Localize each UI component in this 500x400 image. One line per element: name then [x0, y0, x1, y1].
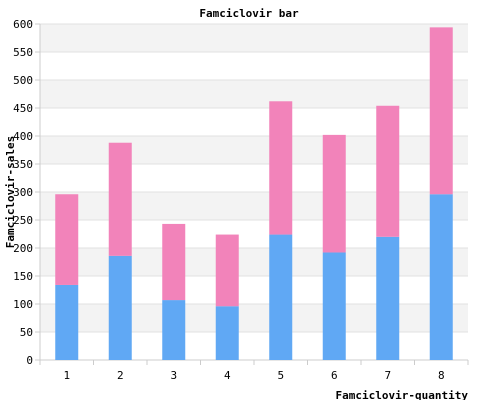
x-tick-label: 5 — [277, 369, 284, 382]
y-tick-label: 400 — [13, 130, 33, 143]
bar-segment-upper — [322, 134, 346, 253]
y-tick-label: 250 — [13, 214, 33, 227]
y-axis-ticks: 0 50 100 150 200 250 300 350 400 450 500 550 600 — [13, 18, 40, 367]
x-tick-label: 4 — [224, 369, 231, 382]
bar-segment-lower — [376, 236, 400, 360]
bar-segment-lower — [55, 284, 79, 360]
y-tick-label: 50 — [20, 326, 33, 339]
y-tick-label: 500 — [13, 74, 33, 87]
y-tick-label: 0 — [26, 354, 33, 367]
bar-segment-lower — [322, 252, 346, 360]
chart-title: Famciclovir bar — [199, 7, 299, 20]
y-tick-label: 100 — [13, 298, 33, 311]
grid-band — [40, 276, 468, 304]
grid-band — [40, 108, 468, 136]
y-tick-label: 200 — [13, 242, 33, 255]
y-axis-title: Famciclovir-sales — [4, 136, 17, 249]
x-tick-label: 3 — [170, 369, 177, 382]
grid-band — [40, 164, 468, 192]
x-tick-label: 6 — [331, 369, 338, 382]
bar-segment-lower — [429, 194, 453, 360]
bar-segment-upper — [215, 234, 239, 307]
y-tick-label: 150 — [13, 270, 33, 283]
y-tick-label: 550 — [13, 46, 33, 59]
bar-segment-lower — [269, 234, 293, 360]
x-axis-title: Famciclovir-quantity — [336, 389, 469, 400]
bar-segment-lower — [162, 300, 186, 360]
bar-series — [55, 27, 453, 360]
grid-band — [40, 24, 468, 52]
grid-band — [40, 220, 468, 248]
bar-segment-upper — [269, 101, 293, 235]
bar-segment-upper — [162, 223, 186, 301]
y-tick-label: 300 — [13, 186, 33, 199]
bar-segment-upper — [55, 194, 79, 285]
grid-band — [40, 248, 468, 276]
grid-band — [40, 304, 468, 332]
bar-segment-lower — [215, 306, 239, 360]
x-tick-label: 2 — [117, 369, 124, 382]
x-tick-label: 7 — [384, 369, 391, 382]
grid-band — [40, 80, 468, 108]
x-tick-label: 8 — [438, 369, 445, 382]
grid-band — [40, 192, 468, 220]
grid-band — [40, 332, 468, 360]
grid-band — [40, 136, 468, 164]
bar-segment-upper — [429, 27, 453, 195]
bar-segment-upper — [108, 142, 132, 256]
y-tick-label: 450 — [13, 102, 33, 115]
x-axis-ticks: 1 2 3 4 5 6 7 8 — [63, 360, 469, 382]
y-tick-label: 350 — [13, 158, 33, 171]
bar-segment-upper — [376, 105, 400, 237]
grid-band — [40, 52, 468, 80]
y-tick-label: 600 — [13, 18, 33, 31]
x-tick-label: 1 — [63, 369, 70, 382]
bar-segment-lower — [108, 255, 132, 360]
